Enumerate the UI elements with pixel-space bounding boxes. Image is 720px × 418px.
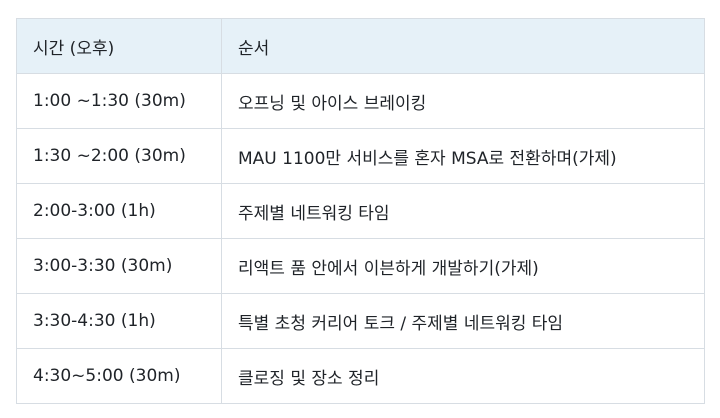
time-cell: 3:30-4:30 (1h): [16, 293, 222, 349]
agenda-cell: 주제별 네트워킹 타임: [221, 183, 705, 239]
table-row: 2:00-3:00 (1h) 주제별 네트워킹 타임: [16, 183, 705, 239]
time-cell: 4:30~5:00 (30m): [16, 348, 222, 404]
agenda-cell: 클로징 및 장소 정리: [221, 348, 705, 404]
time-cell: 1:30 ~2:00 (30m): [16, 128, 222, 184]
agenda-cell: 리액트 품 안에서 이븐하게 개발하기(가제): [221, 238, 705, 294]
agenda-cell: 오프닝 및 아이스 브레이킹: [221, 73, 705, 129]
header-time: 시간 (오후): [16, 18, 222, 74]
time-cell: 1:00 ~1:30 (30m): [16, 73, 222, 129]
schedule-table-container: 시간 (오후) 순서 1:00 ~1:30 (30m) 오프닝 및 아이스 브레…: [16, 18, 705, 404]
time-cell: 3:00-3:30 (30m): [16, 238, 222, 294]
header-order: 순서: [221, 18, 705, 74]
schedule-table: 시간 (오후) 순서 1:00 ~1:30 (30m) 오프닝 및 아이스 브레…: [16, 18, 705, 404]
time-cell: 2:00-3:00 (1h): [16, 183, 222, 239]
agenda-cell: MAU 1100만 서비스를 혼자 MSA로 전환하며(가제): [221, 128, 705, 184]
table-row: 1:30 ~2:00 (30m) MAU 1100만 서비스를 혼자 MSA로 …: [16, 128, 705, 184]
agenda-cell: 특별 초청 커리어 토크 / 주제별 네트워킹 타임: [221, 293, 705, 349]
table-row: 4:30~5:00 (30m) 클로징 및 장소 정리: [16, 348, 705, 404]
table-header-row: 시간 (오후) 순서: [16, 18, 705, 74]
table-row: 3:00-3:30 (30m) 리액트 품 안에서 이븐하게 개발하기(가제): [16, 238, 705, 294]
table-row: 3:30-4:30 (1h) 특별 초청 커리어 토크 / 주제별 네트워킹 타…: [16, 293, 705, 349]
table-row: 1:00 ~1:30 (30m) 오프닝 및 아이스 브레이킹: [16, 73, 705, 129]
